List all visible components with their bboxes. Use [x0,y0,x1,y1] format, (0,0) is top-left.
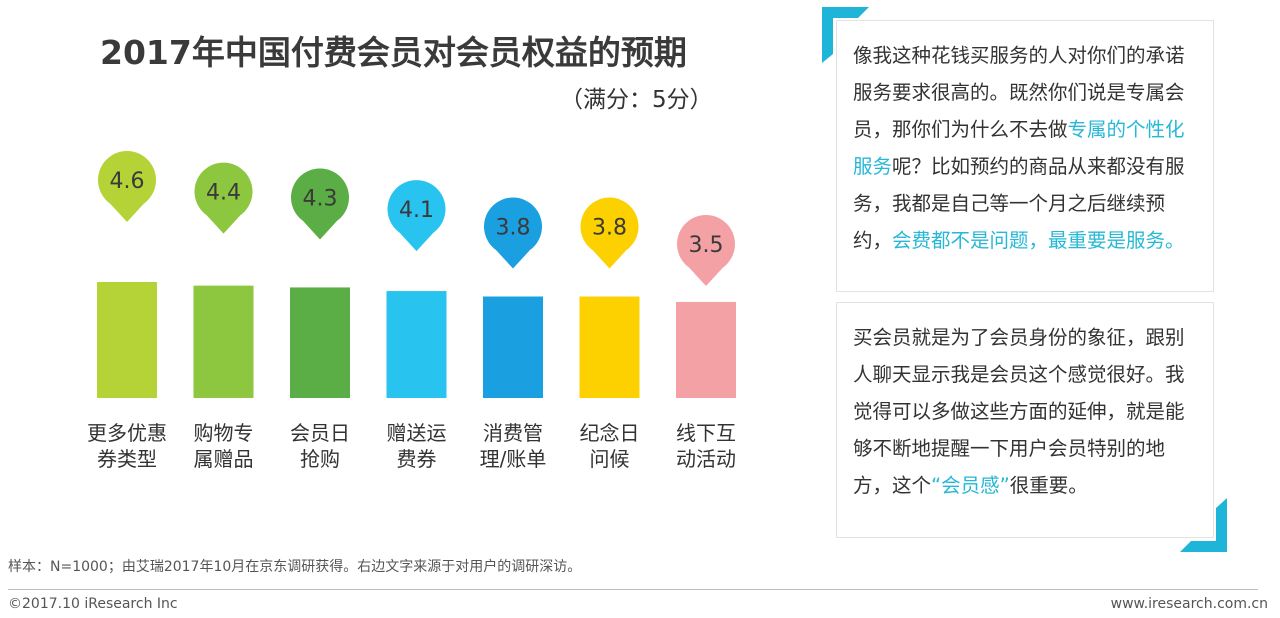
sample-footnote: 样本：N=1000；由艾瑞2017年10月在京东调研获得。右边文字来源于对用户的… [8,559,582,575]
value-marker-7 [677,215,735,286]
website-link[interactable]: www.iresearch.com.cn [1110,596,1268,612]
category-label-1: 更多优惠 券类型 [79,420,175,472]
value-label-4: 4.1 [399,198,434,223]
bar-3 [290,287,350,398]
value-label-3: 4.3 [303,186,338,211]
quote-2-text-b: 很重要。 [1009,474,1088,497]
value-marker-5 [484,197,542,269]
chart-subtitle: （满分：5分） [560,87,713,113]
value-marker-3 [291,168,349,240]
value-label-6: 3.8 [592,216,627,241]
category-label-5: 消费管 理/账单 [465,420,561,472]
category-label-line: 赠送运 [386,421,447,445]
copyright-text: ©2017.10 iResearch Inc [8,596,178,612]
category-label-line: 购物专 [193,421,254,445]
value-label-7: 3.5 [689,233,724,258]
category-label-line: 消费管 [483,421,543,445]
bar-4 [386,291,447,398]
category-label-line: 抢购 [300,447,340,471]
category-label-4: 赠送运 费券 [369,420,465,472]
category-label-line: 线下互 [676,421,736,445]
quote-2-text-a: 买会员就是为了会员身份的象征，跟别人聊天显示我是会员这个感觉很好。我觉得可以多做… [853,326,1185,497]
category-label-line: 会员日 [290,421,350,445]
value-marker-2 [194,162,253,234]
value-label-2: 4.4 [206,181,241,206]
value-marker-4 [387,180,446,252]
quote-1-highlight-b: 会费都不是问题，最重要是服务。 [892,229,1185,252]
category-label-line: 属赠品 [193,447,254,471]
category-label-7: 线下互 动活动 [658,420,754,472]
user-quote-2: 买会员就是为了会员身份的象征，跟别人聊天显示我是会员这个感觉很好。我觉得可以多做… [836,302,1214,538]
quote-close-bracket [1180,498,1227,552]
category-label-line: 理/账单 [479,447,547,471]
value-marker-1 [98,151,156,222]
value-label-5: 3.8 [496,216,531,241]
category-label-line: 问候 [589,447,630,471]
bar-2 [193,285,254,398]
category-label-2: 购物专 属赠品 [176,420,272,472]
quote-1-text-a: 像我这种花钱买服务的人对你们的承诺 服务要求很高的。既然你们说是专属会员，那你们… [853,44,1185,141]
quote-1-highlight-a: 专属的个性化服务 [853,118,1185,178]
footer-divider [8,589,1258,590]
value-marker-6 [580,197,639,269]
quote-2-highlight: “会员感” [931,474,1010,497]
value-label-1: 4.6 [110,169,145,194]
bar-5 [483,296,543,398]
category-label-line: 动活动 [676,447,736,471]
category-label-line: 券类型 [97,447,157,471]
chart-title: 2017年中国付费会员对会员权益的预期 [100,33,687,72]
bar-7 [676,301,736,398]
bar-1 [97,282,157,398]
user-quote-1: 像我这种花钱买服务的人对你们的承诺 服务要求很高的。既然你们说是专属会员，那你们… [836,20,1214,292]
category-label-3: 会员日 抢购 [272,420,368,472]
quote-open-bracket [822,7,869,63]
category-label-line: 更多优惠 [87,421,167,445]
bar-chart: 4.6 4.4 4.3 4.1 3.8 3.8 3.5 [97,151,736,398]
category-label-line: 费券 [396,447,437,471]
quote-1-text-b: 呢？比如预约的商品从来都没有服务，我都是自己等一个月之后继续预约， [853,155,1185,252]
category-label-6: 纪念日 问候 [562,420,658,472]
bar-6 [579,296,640,398]
category-label-line: 纪念日 [579,421,640,445]
